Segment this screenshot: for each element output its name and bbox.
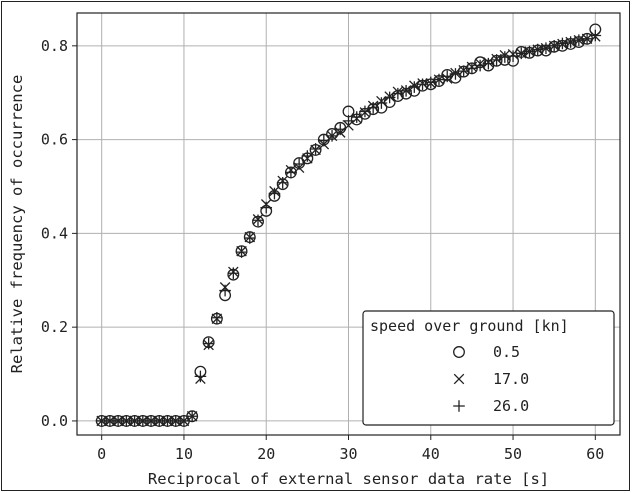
plus-data-point	[301, 150, 314, 162]
data-markers	[95, 23, 602, 427]
plus-data-point	[392, 87, 404, 100]
plus-data-point	[507, 50, 519, 62]
plus-data-point	[326, 130, 338, 142]
plus-data-point	[416, 78, 429, 91]
legend-entries: 0.5 17.0 26.0	[453, 343, 529, 415]
plus-data-point	[178, 415, 190, 427]
plus-data-point	[359, 105, 371, 118]
y-tick-label: 0.0	[41, 412, 68, 430]
plus-data-point	[293, 158, 305, 170]
y-tick-label: 0.6	[41, 131, 68, 149]
plus-data-point	[441, 70, 454, 83]
legend-entry: 17.0	[453, 370, 529, 388]
legend-marker-plus	[453, 400, 465, 412]
plus-data-point	[515, 47, 528, 60]
y-tick-label: 0.4	[41, 224, 68, 242]
plus-data-point	[227, 267, 240, 280]
legend-box	[362, 310, 615, 426]
plus-data-point	[285, 166, 297, 179]
x-tick-label: 50	[504, 445, 522, 463]
x-tick-label: 40	[422, 445, 440, 463]
plus-data-point	[383, 91, 396, 104]
plus-data-point	[424, 76, 437, 89]
plus-data-point	[433, 73, 445, 86]
plus-data-point	[466, 62, 478, 75]
y-tick-label: 0.2	[41, 318, 68, 336]
plus-data-point	[194, 370, 207, 383]
legend-marker-circle	[453, 346, 465, 358]
plus-data-point	[243, 232, 256, 244]
plus-data-point	[531, 43, 544, 56]
plus-data-point	[334, 123, 347, 136]
x-tick-label: 30	[339, 445, 357, 463]
plus-data-point	[367, 101, 379, 114]
legend-title: speed over ground [kn]	[370, 317, 569, 335]
plus-data-point	[556, 37, 569, 50]
legend-label: 17.0	[493, 370, 529, 388]
plus-data-point	[564, 36, 577, 48]
plus-data-point	[252, 214, 264, 227]
plus-data-point	[260, 201, 273, 214]
legend-entry: 26.0	[453, 397, 529, 415]
legend-marker-x	[453, 373, 465, 385]
x-tick-label: 10	[175, 445, 193, 463]
plus-data-point	[589, 29, 602, 42]
plus-data-point	[540, 42, 552, 54]
plus-data-point	[309, 143, 322, 155]
plus-data-point	[211, 311, 223, 324]
plus-data-point	[186, 410, 198, 423]
legend-label: 26.0	[493, 397, 529, 415]
y-tick-label: 0.8	[41, 37, 68, 55]
plus-data-point	[219, 284, 231, 297]
plus-data-point	[548, 40, 560, 52]
y-axis-label: Relative frequency of occurrence	[8, 75, 26, 374]
plus-data-point	[342, 115, 355, 127]
plus-data-point	[408, 81, 421, 93]
plus-data-point	[573, 34, 585, 46]
plus-data-point	[318, 134, 330, 147]
plus-data-point	[474, 59, 486, 72]
x-tick-label: 20	[257, 445, 275, 463]
plus-data-point	[400, 85, 412, 97]
plus-data-point	[202, 337, 215, 350]
series-x	[96, 31, 601, 427]
plus-data-point	[276, 176, 289, 189]
legend: speed over ground [kn] 0.5 17.0 26.0	[362, 310, 615, 426]
plus-data-point	[375, 97, 388, 109]
plus-data-point	[350, 111, 363, 123]
plus-data-point	[499, 51, 511, 63]
x-axis-label: Reciprocal of external sensor data rate …	[148, 470, 549, 488]
legend-entry: 0.5	[453, 343, 520, 361]
plus-data-point	[268, 187, 281, 200]
legend-label: 0.5	[493, 343, 520, 361]
plus-data-point	[482, 57, 495, 70]
plus-data-point	[235, 246, 248, 258]
axis-ticks: 0 10 20 30 40 50 60 0.0 0.2 0.4 0.6 0.8	[41, 37, 604, 463]
plus-data-point	[457, 65, 470, 77]
plus-data-point	[490, 54, 503, 66]
plus-data-point	[449, 68, 462, 80]
plus-data-point	[523, 45, 536, 58]
x-tick-label: 60	[586, 445, 604, 463]
plus-data-point	[581, 32, 593, 45]
x-tick-label: 0	[97, 445, 106, 463]
series-plus	[95, 29, 602, 427]
